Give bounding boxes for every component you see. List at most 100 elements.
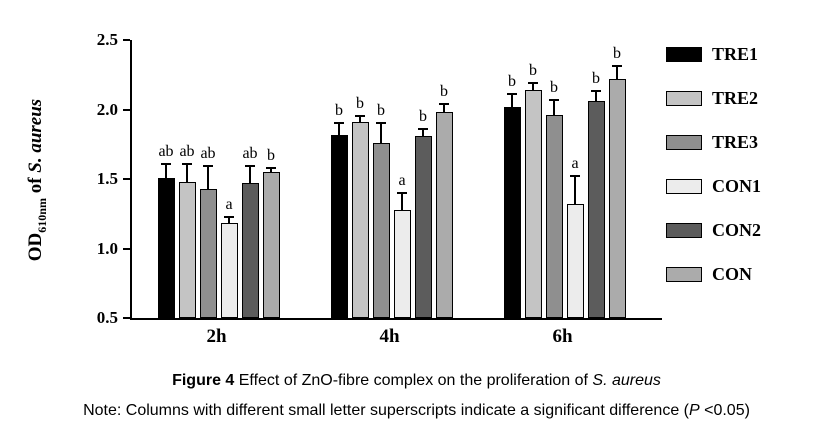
- legend-item-tre2: TRE2: [666, 88, 761, 109]
- significance-letter: b: [267, 146, 275, 164]
- bar-tre1-4h: [330, 134, 348, 318]
- error-bar: [207, 166, 209, 189]
- error-bar: [249, 166, 251, 184]
- error-bar: [380, 123, 382, 143]
- legend-item-con2: CON2: [666, 220, 761, 241]
- bar-con1-4h: [393, 209, 411, 318]
- error-bar-cap: [161, 162, 171, 165]
- error-bar: [359, 116, 361, 122]
- y-tick-mark: [123, 108, 130, 111]
- bar-con-2h: [262, 172, 280, 318]
- caption-figure-label: Figure 4: [172, 372, 235, 389]
- note-text-end: <0.05): [699, 402, 750, 419]
- legend-label-con: CON: [712, 264, 752, 284]
- bar-con2-6h: [587, 101, 605, 318]
- caption-species: S. aureus: [592, 372, 661, 389]
- legend-item-con: CON: [666, 264, 761, 285]
- y-tick-label: 2.5: [96, 30, 118, 49]
- significance-letter: ab: [158, 142, 174, 160]
- note-p-symbol: P: [688, 402, 700, 419]
- x-axis-category-label: 2h: [206, 326, 227, 347]
- error-bar: [511, 94, 513, 107]
- error-bar: [422, 128, 424, 136]
- error-bar-cap: [591, 90, 601, 93]
- significance-letter: ab: [179, 142, 195, 160]
- ylabel-species: S. aureus: [25, 98, 46, 173]
- legend-label-con1: CON1: [712, 176, 761, 196]
- significance-letter: ab: [200, 145, 216, 163]
- legend-label-tre2: TRE2: [712, 88, 759, 108]
- y-axis-line: [130, 40, 132, 320]
- y-tick-mark: [123, 247, 130, 250]
- y-tick-mark: [123, 39, 130, 41]
- significance-letter: a: [398, 171, 406, 189]
- error-bar-cap: [376, 122, 386, 125]
- error-bar: [532, 83, 534, 91]
- error-bar: [338, 123, 340, 135]
- y-tick-mark: [123, 178, 130, 180]
- figure-note: Note: Columns with different small lette…: [0, 402, 833, 420]
- error-bar-cap: [549, 98, 559, 101]
- error-bar-cap: [397, 191, 407, 194]
- bar-tre3-6h: [545, 115, 563, 318]
- error-bar: [595, 91, 597, 102]
- error-bar-cap: [570, 175, 580, 178]
- ylabel-of: of: [25, 172, 46, 199]
- y-tick-label: 2.0: [96, 99, 118, 119]
- bar-tre2-6h: [524, 90, 542, 318]
- bar-con2-2h: [241, 183, 259, 318]
- error-bar-cap: [355, 115, 365, 118]
- error-bar: [553, 99, 555, 116]
- error-bar-cap: [245, 165, 255, 168]
- error-bar: [165, 163, 167, 178]
- significance-letter: b: [377, 102, 385, 120]
- error-bar: [270, 167, 272, 173]
- bar-tre1-6h: [503, 106, 521, 318]
- significance-letter: a: [571, 155, 579, 173]
- legend-swatch-con2: [666, 223, 702, 238]
- figure-4: OD610nm of S. aureus 0.5 1.0 1.5 2.0 2.5 ab ab…: [0, 30, 833, 420]
- bar-con-6h: [608, 78, 626, 318]
- bar-tre1-2h: [157, 177, 175, 318]
- legend-item-tre1: TRE1: [666, 44, 761, 65]
- y-tick-label: 1.5: [96, 169, 118, 188]
- significance-letter: b: [440, 82, 448, 100]
- error-bar: [574, 176, 576, 205]
- bar-tre2-4h: [351, 122, 369, 318]
- error-bar-cap: [203, 165, 213, 168]
- legend-swatch-con1: [666, 179, 702, 194]
- legend: TRE1 TRE2 TRE3 CON1 CON2 CON: [666, 44, 761, 285]
- significance-letter: a: [225, 195, 233, 213]
- error-bar-cap: [182, 162, 192, 165]
- legend-label-con2: CON2: [712, 220, 761, 240]
- error-bar: [443, 103, 445, 113]
- error-bar-cap: [439, 102, 449, 105]
- x-axis-category-label: 4h: [379, 326, 400, 347]
- caption-text: Effect of ZnO-fibre complex on the proli…: [234, 372, 593, 389]
- significance-letter: b: [613, 45, 621, 63]
- significance-letter: b: [419, 107, 427, 125]
- note-text: Note: Columns with different small lette…: [83, 402, 689, 419]
- significance-letter: b: [529, 62, 537, 80]
- error-bar-cap: [507, 93, 517, 96]
- error-bar-cap: [266, 166, 276, 169]
- error-bar-cap: [334, 122, 344, 125]
- error-bar: [616, 66, 618, 79]
- bar-con1-2h: [220, 223, 238, 318]
- ylabel-subscript: 610nm: [34, 198, 49, 233]
- figure-caption: Figure 4 Effect of ZnO-fibre complex on …: [0, 372, 833, 390]
- error-bar: [401, 192, 403, 210]
- error-bar: [228, 216, 230, 224]
- significance-letter: b: [335, 102, 343, 120]
- x-axis-category-label: 6h: [552, 326, 573, 347]
- legend-swatch-tre2: [666, 91, 702, 106]
- bar-chart: OD610nm of S. aureus 0.5 1.0 1.5 2.0 2.5 ab ab…: [25, 30, 761, 347]
- legend-label-tre1: TRE1: [712, 44, 759, 64]
- bar-con2-4h: [414, 135, 432, 318]
- error-bar-cap: [418, 127, 428, 130]
- ylabel-od: OD: [25, 232, 46, 262]
- y-tick-label: 1.0: [96, 238, 118, 258]
- y-tick-mark: [123, 317, 130, 319]
- error-bar-cap: [224, 215, 234, 218]
- significance-letter: ab: [242, 145, 258, 163]
